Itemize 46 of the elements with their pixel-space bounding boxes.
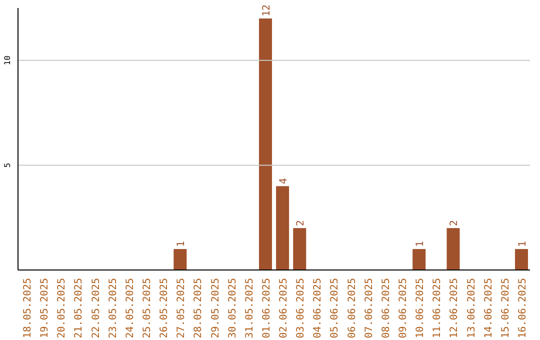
x-tick-label: 24.05.2025 [124,278,136,338]
data-label: 2 [449,220,460,226]
x-tick-label: 10.06.2025 [415,278,426,338]
x-tick-label: 31.05.2025 [244,278,256,338]
x-tick-label: 20.05.2025 [56,278,68,338]
data-label: 2 [296,220,307,226]
bar [446,228,460,270]
x-tick-label: 04.06.2025 [312,278,324,338]
x-tick-label: 18.05.2025 [22,278,34,338]
x-tick-label: 05.06.2025 [330,278,341,338]
x-tick-label: 26.05.2025 [159,278,170,338]
x-tick-label: 13.06.2025 [466,278,478,338]
x-tick-label: 22.05.2025 [90,278,102,338]
x-tick-label: 08.06.2025 [380,278,392,338]
x-tick-label: 11.06.2025 [432,278,444,338]
y-tick-label: 10 [3,55,12,66]
x-tick-label: 15.06.2025 [500,278,512,338]
data-label: 1 [176,241,188,248]
x-tick-label: 02.06.2025 [278,278,290,338]
x-tick-label: 06.06.2025 [346,278,358,338]
x-tick-label: 30.05.2025 [227,278,238,338]
x-tick-label: 23.05.2025 [108,278,119,338]
x-tick-label: 28.05.2025 [193,278,204,338]
x-tick-label: 03.06.2025 [296,278,307,338]
x-tick-label: 16.06.2025 [517,278,528,338]
x-tick-label: 07.06.2025 [364,278,375,338]
bar [514,249,528,270]
bar [258,18,272,270]
x-tick-label: 12.06.2025 [449,278,460,338]
x-tick-label: 01.06.2025 [261,278,272,338]
y-tick-label: 5 [3,162,12,168]
bar [174,249,187,270]
x-tick-label: 29.05.2025 [210,278,222,338]
x-tick-label: 09.06.2025 [398,278,409,338]
data-label: 1 [415,241,426,248]
bar [412,249,426,270]
x-tick-label: 21.05.2025 [74,278,85,338]
data-label: 12 [261,4,272,16]
data-label: 4 [278,178,290,184]
data-label: 1 [517,241,528,248]
x-tick-label: 27.05.2025 [176,278,188,338]
bar [293,228,306,270]
x-tick-label: 25.05.2025 [142,278,153,338]
x-tick-label: 14.06.2025 [483,278,494,338]
bar [276,186,290,270]
x-tick-label: 19.05.2025 [40,278,51,338]
